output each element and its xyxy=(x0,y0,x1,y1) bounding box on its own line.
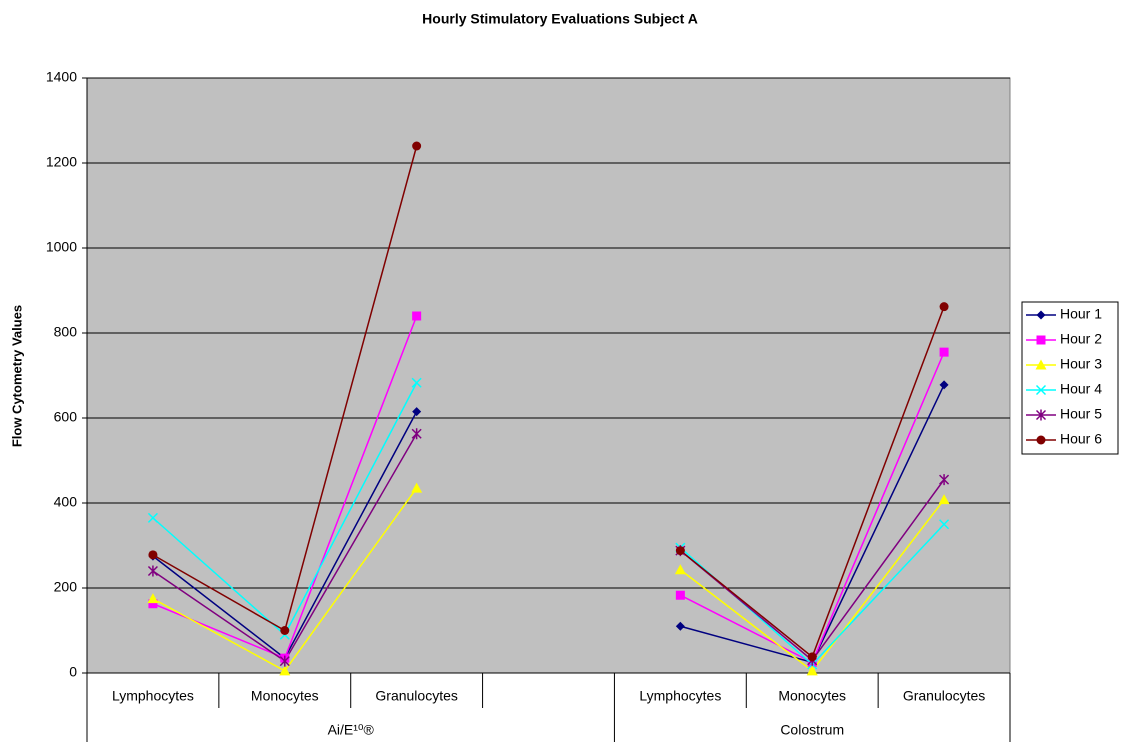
y-tick-label: 400 xyxy=(54,494,78,510)
data-point xyxy=(411,482,423,493)
data-point xyxy=(148,599,158,609)
data-point xyxy=(412,141,422,151)
legend-marker xyxy=(1035,409,1047,421)
y-tick-label: 800 xyxy=(54,324,78,340)
legend-label: Hour 3 xyxy=(1060,356,1102,372)
data-point xyxy=(939,302,949,312)
data-point xyxy=(675,621,685,631)
group-label: Ai/E¹⁰® xyxy=(328,722,375,738)
data-point xyxy=(411,428,422,440)
data-point xyxy=(147,593,159,604)
legend-marker xyxy=(1035,359,1047,370)
data-point xyxy=(939,380,949,390)
data-point xyxy=(675,590,685,600)
x-tick-label: Granulocytes xyxy=(903,688,985,704)
data-point xyxy=(148,550,158,560)
legend-marker xyxy=(1035,384,1047,396)
x-tick-label: Monocytes xyxy=(251,688,319,704)
data-point xyxy=(938,494,950,505)
legend-label: Hour 1 xyxy=(1060,306,1102,322)
y-tick-label: 200 xyxy=(54,579,78,595)
data-point xyxy=(412,407,422,417)
chart-title: Hourly Stimulatory Evaluations Subject A xyxy=(422,11,698,27)
data-point xyxy=(939,519,950,530)
data-point xyxy=(674,564,686,575)
group-label: Colostrum xyxy=(780,722,844,738)
data-point xyxy=(280,626,290,635)
data-point xyxy=(939,347,949,357)
y-tick-label: 1200 xyxy=(46,154,77,170)
x-tick-label: Monocytes xyxy=(778,688,846,704)
data-point xyxy=(807,652,817,662)
data-point xyxy=(675,546,685,556)
plot-area xyxy=(86,77,1011,674)
data-point xyxy=(147,512,158,523)
legend-label: Hour 4 xyxy=(1060,381,1102,397)
legend-marker xyxy=(1036,310,1046,320)
y-axis-title: Flow Cytometry Values xyxy=(9,305,24,447)
x-tick-label: Granulocytes xyxy=(375,688,457,704)
legend-label: Hour 5 xyxy=(1060,406,1102,422)
y-tick-label: 1400 xyxy=(46,69,77,85)
data-point xyxy=(147,565,158,577)
data-point xyxy=(411,377,422,388)
y-tick-label: 1000 xyxy=(46,239,77,255)
legend-marker xyxy=(1036,435,1046,445)
y-tick-label: 600 xyxy=(54,409,78,425)
data-point xyxy=(279,665,291,676)
legend-label: Hour 2 xyxy=(1060,331,1102,347)
legend-box xyxy=(1021,301,1119,455)
data-point xyxy=(412,311,422,321)
data-point xyxy=(279,655,290,667)
y-tick-label: 0 xyxy=(69,664,77,680)
x-tick-label: Lymphocytes xyxy=(639,688,721,704)
x-tick-label: Lymphocytes xyxy=(112,688,194,704)
legend-label: Hour 6 xyxy=(1060,431,1102,447)
data-point xyxy=(806,665,818,676)
data-point xyxy=(939,474,950,486)
legend-marker xyxy=(1036,335,1046,345)
